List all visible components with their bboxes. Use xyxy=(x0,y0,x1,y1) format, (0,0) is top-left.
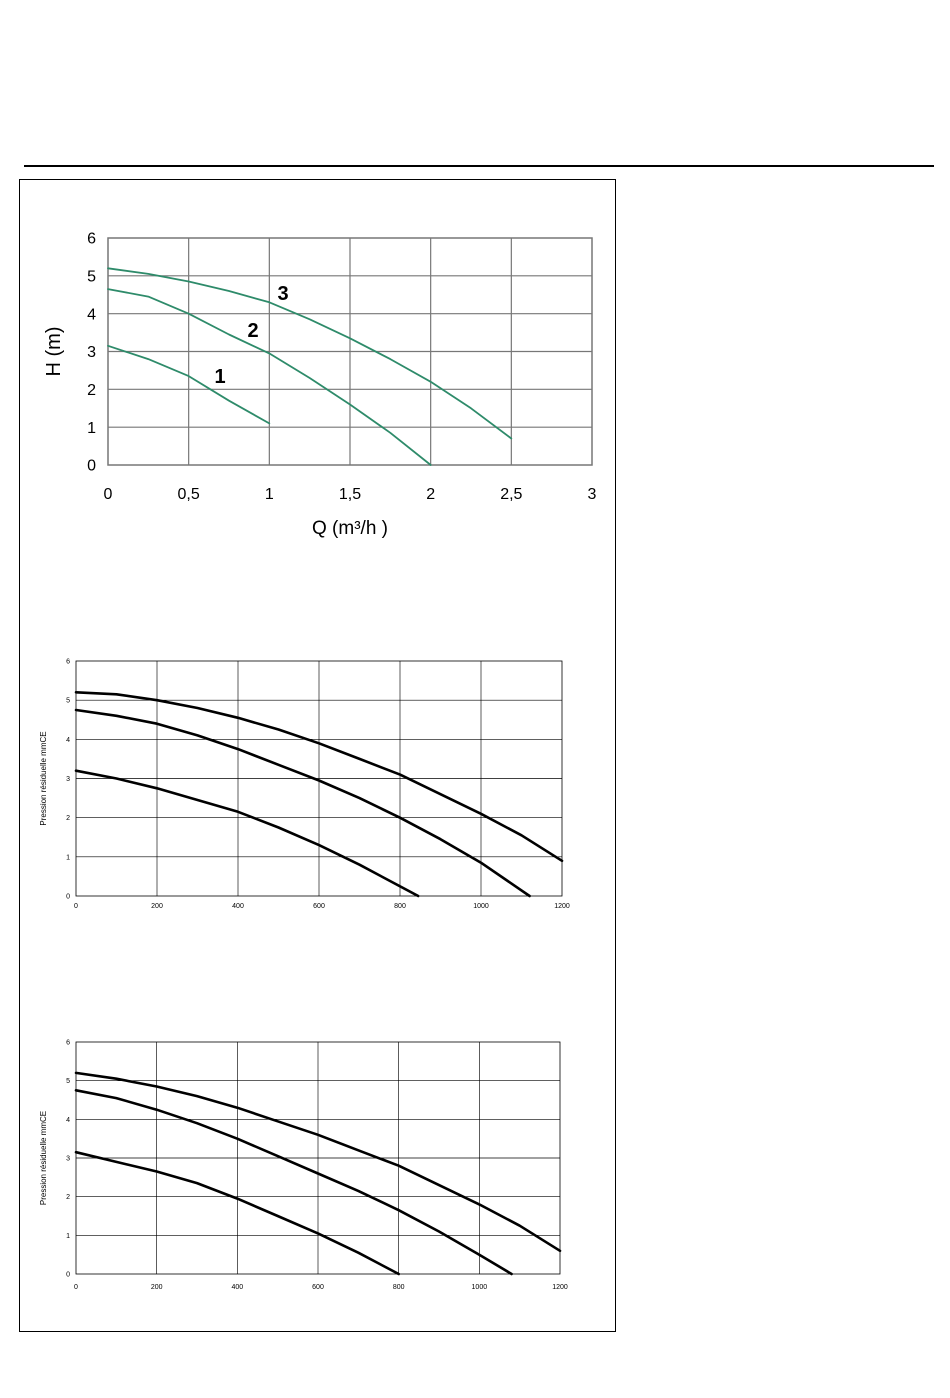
y-tick-label: 5 xyxy=(66,1078,70,1085)
series-line-1 xyxy=(74,690,564,863)
x-tick-label: 3 xyxy=(588,486,597,503)
series-line-3 xyxy=(74,769,420,898)
y-tick-label: 6 xyxy=(66,1039,70,1046)
y-axis-label: Pression résiduelle mmCE xyxy=(39,1111,48,1205)
y-tick-label: 4 xyxy=(66,1117,70,1124)
x-tick-label: 0,5 xyxy=(178,486,200,503)
x-tick-label: 800 xyxy=(393,1284,405,1291)
y-tick-label: 2 xyxy=(66,815,70,822)
x-tick-label: 400 xyxy=(232,903,244,910)
y-tick-label: 2 xyxy=(66,1194,70,1201)
x-tick-label: 200 xyxy=(151,903,163,910)
series-label-3: 3 xyxy=(277,283,288,305)
x-tick-label: 0 xyxy=(74,903,78,910)
series-label-1: 1 xyxy=(214,366,225,388)
y-tick-label: 5 xyxy=(66,698,70,705)
y-tick-label: 4 xyxy=(66,737,70,744)
y-tick-label: 2 xyxy=(87,382,96,399)
y-axis-label: Pression résiduelle mmCE xyxy=(39,731,48,825)
x-tick-label: 0 xyxy=(74,1284,78,1291)
x-tick-label: 200 xyxy=(151,1284,163,1291)
x-tick-label: 1,5 xyxy=(339,486,361,503)
x-tick-label: 2 xyxy=(426,486,435,503)
y-tick-label: 5 xyxy=(87,268,96,285)
series-line-1 xyxy=(74,1071,562,1253)
chart-2: 0 200 400 600 800 1000 1200 0 1 2 3 4 5 6 Pression rés… xyxy=(39,658,570,910)
x-tick-label: 0 xyxy=(104,486,113,503)
charts-frame xyxy=(19,179,616,1332)
series-label-2: 2 xyxy=(247,320,258,342)
x-tick-label: 1200 xyxy=(552,1284,568,1291)
page-divider xyxy=(24,165,934,167)
series-line-2 xyxy=(74,1089,513,1276)
x-axis-label: Q (m³/h ) xyxy=(312,518,388,539)
series-line-1 xyxy=(107,344,271,425)
x-tick-label: 600 xyxy=(313,903,325,910)
x-tick-label: 1000 xyxy=(472,1284,488,1291)
x-tick-label: 400 xyxy=(231,1284,243,1291)
y-tick-label: 6 xyxy=(87,231,96,248)
series-line-2 xyxy=(107,288,432,466)
series-line-2 xyxy=(74,708,531,898)
y-tick-label: 0 xyxy=(87,458,96,475)
x-tick-label: 2,5 xyxy=(500,486,522,503)
series-line-3 xyxy=(74,1150,401,1276)
y-tick-label: 6 xyxy=(66,658,70,665)
y-tick-label: 0 xyxy=(66,893,70,900)
x-tick-label: 1000 xyxy=(473,903,489,910)
y-tick-label: 3 xyxy=(66,776,70,783)
x-tick-label: 600 xyxy=(312,1284,324,1291)
y-tick-label: 4 xyxy=(87,306,96,323)
x-tick-label: 800 xyxy=(394,903,406,910)
y-tick-label: 3 xyxy=(87,344,96,361)
y-tick-label: 1 xyxy=(66,854,70,861)
x-tick-label: 1200 xyxy=(554,903,570,910)
series-line-3 xyxy=(107,267,513,440)
y-tick-label: 1 xyxy=(66,1233,70,1240)
y-tick-label: 1 xyxy=(87,420,96,437)
y-tick-label: 3 xyxy=(66,1155,70,1162)
x-tick-label: 1 xyxy=(265,486,274,503)
y-axis-label: H (m) xyxy=(43,327,65,377)
chart-3: 0 200 400 600 800 1000 1200 0 1 2 3 4 5 6 Pression rés… xyxy=(39,1039,568,1291)
y-tick-label: 0 xyxy=(66,1271,70,1278)
